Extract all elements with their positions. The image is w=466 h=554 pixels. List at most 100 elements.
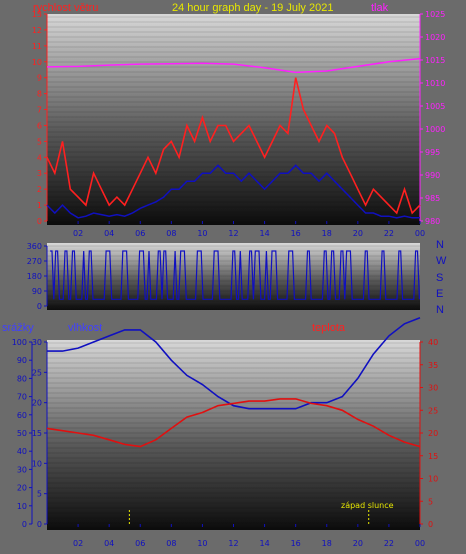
time-tick-label: 12	[228, 229, 238, 238]
wind-tick-label: 6	[37, 121, 42, 130]
direction-label-w: W	[436, 255, 447, 267]
humidity-tick-label: 25	[32, 368, 42, 377]
pressure-tick-label: 1000	[425, 125, 445, 134]
temperature-tick-label: 5	[428, 497, 433, 506]
time-tick-label: 04	[104, 539, 114, 548]
humidity-tick-label: 20	[32, 399, 42, 408]
time-tick-label: 00	[415, 539, 425, 548]
temperature-tick-label: 15	[428, 452, 438, 461]
pressure-line	[46, 57, 421, 74]
rain-tick-label: 100	[12, 338, 27, 347]
humidity-tick-label: 30	[32, 338, 42, 347]
humidity-tick-label: 15	[32, 429, 42, 438]
wind-tick-label: 3	[37, 169, 42, 178]
temperature-tick-label: 0	[428, 520, 433, 529]
pressure-tick-label: 1015	[425, 56, 445, 65]
wind-direction-line	[50, 250, 420, 300]
rain-tick-label: 50	[17, 429, 27, 438]
time-tick-label: 20	[353, 539, 363, 548]
humidity-tick-label: 10	[32, 459, 42, 468]
time-tick-label: 16	[291, 229, 301, 238]
time-tick-label: 18	[322, 229, 332, 238]
direction-label-n-top: N	[436, 239, 444, 251]
time-tick-label: 22	[384, 539, 394, 548]
wind-tick-label: 4	[37, 153, 42, 162]
time-tick-label: 08	[166, 539, 176, 548]
temperature-tick-label: 35	[428, 361, 438, 370]
wind-tick-label: 12	[32, 26, 42, 35]
temperature-tick-label: 25	[428, 406, 438, 415]
wind-tick-label: 5	[37, 137, 42, 146]
time-tick-label: 04	[104, 229, 114, 238]
direction-tick-label: 270	[27, 257, 42, 266]
rain-tick-label: 30	[17, 465, 27, 474]
wind-gust-line	[46, 77, 421, 215]
pressure-tick-label: 1005	[425, 102, 445, 111]
direction-tick-label: 90	[32, 287, 42, 296]
rain-tick-label: 90	[17, 356, 27, 365]
temperature-label: teplota	[312, 322, 346, 334]
direction-label-n-bottom: N	[436, 304, 444, 316]
humidity-panel-bg	[47, 340, 420, 530]
humidity-tick-label: 5	[37, 490, 42, 499]
wind-speed-label: rychlost větru	[33, 2, 98, 14]
pressure-tick-label: 1010	[425, 79, 445, 88]
direction-label-s: S	[436, 272, 443, 284]
rain-tick-label: 60	[17, 411, 27, 420]
time-tick-label: 00	[415, 229, 425, 238]
pressure-tick-label: 980	[425, 217, 440, 226]
temperature-line	[46, 398, 421, 448]
humidity-label: vlhkost	[68, 322, 102, 334]
time-tick-label: 22	[384, 229, 394, 238]
time-tick-label: 10	[197, 229, 207, 238]
rain-tick-label: 20	[17, 484, 27, 493]
humidity-line	[47, 316, 421, 410]
temperature-tick-label: 10	[428, 475, 438, 484]
temperature-tick-label: 20	[428, 429, 438, 438]
rain-label: srážky	[2, 322, 34, 334]
time-tick-label: 18	[322, 539, 332, 548]
rain-tick-label: 80	[17, 374, 27, 383]
sunset-annotation: západ slunce	[341, 501, 394, 510]
time-tick-label: 14	[259, 229, 269, 238]
pressure-tick-label: 995	[425, 148, 440, 157]
wind-tick-label: 0	[37, 217, 42, 226]
rain-tick-label: 0	[22, 520, 27, 529]
wind-tick-label: 10	[32, 58, 42, 67]
pressure-tick-label: 1020	[425, 33, 445, 42]
time-tick-label: 06	[135, 229, 145, 238]
direction-tick-label: 360	[27, 242, 42, 251]
time-tick-label: 14	[259, 539, 269, 548]
pressure-label: tlak	[371, 2, 389, 14]
time-tick-label: 02	[73, 539, 83, 548]
wind-tick-label: 13	[32, 10, 42, 19]
wind-tick-label: 7	[37, 106, 42, 115]
temperature-tick-label: 40	[428, 338, 438, 347]
pressure-tick-label: 985	[425, 194, 440, 203]
pressure-tick-label: 1025	[425, 10, 445, 19]
wind-tick-label: 8	[37, 90, 42, 99]
wind-tick-label: 9	[37, 74, 42, 83]
rain-tick-label: 40	[17, 447, 27, 456]
rain-tick-label: 10	[17, 502, 27, 511]
direction-label-e: E	[436, 288, 443, 300]
direction-tick-label: 180	[27, 272, 42, 281]
wind-tick-label: 1	[37, 201, 42, 210]
time-tick-label: 08	[166, 229, 176, 238]
time-tick-label: 10	[197, 539, 207, 548]
temperature-tick-label: 30	[428, 384, 438, 393]
rain-tick-label: 70	[17, 393, 27, 402]
wind-tick-label: 11	[32, 42, 42, 51]
wind-average-line	[46, 164, 420, 219]
chart-title: 24 hour graph day - 19 July 2021	[172, 2, 333, 14]
time-tick-label: 16	[291, 539, 301, 548]
humidity-tick-label: 0	[37, 520, 42, 529]
time-tick-label: 02	[73, 229, 83, 238]
direction-tick-label: 0	[37, 302, 42, 311]
time-tick-label: 06	[135, 539, 145, 548]
pressure-tick-label: 990	[425, 171, 440, 180]
time-tick-label: 12	[228, 539, 238, 548]
wind-tick-label: 2	[37, 185, 42, 194]
